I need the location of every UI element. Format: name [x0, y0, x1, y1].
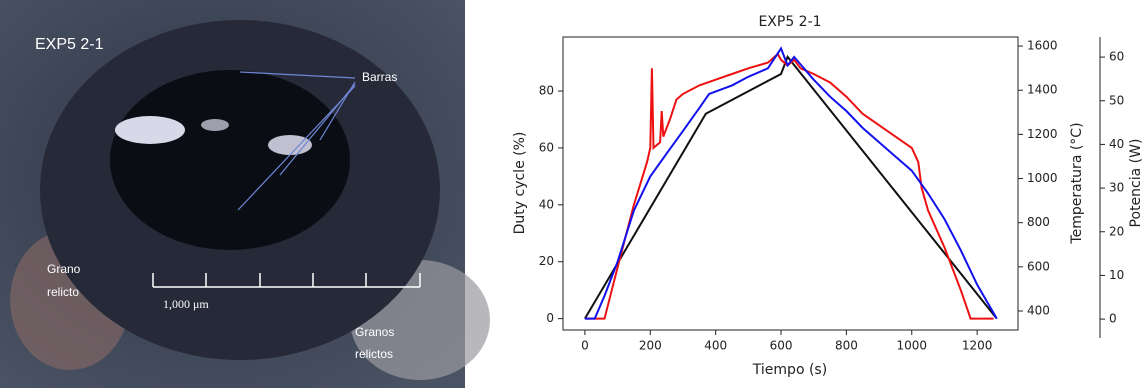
highlight	[201, 119, 229, 131]
y-tick-label: 40	[1109, 137, 1124, 151]
y-tick-label: 60	[1109, 50, 1124, 64]
y-tick-label: 400	[1027, 304, 1050, 318]
y-tick-label: 20	[539, 254, 554, 268]
x-tick-label: 400	[704, 339, 727, 353]
y-tick-label: 40	[539, 197, 554, 211]
chart-title: EXP5 2-1	[758, 14, 821, 30]
y3-axis-label: Potencia (W)	[1128, 139, 1144, 228]
grains-label: Granos	[355, 325, 394, 339]
y-tick-label: 0	[546, 311, 554, 325]
y-tick-label: 0	[1109, 312, 1117, 326]
data-line	[584, 54, 998, 320]
scale-bar	[152, 273, 421, 288]
grain-label: Grano	[47, 262, 81, 276]
x-tick-label: 0	[581, 339, 589, 353]
highlight	[115, 116, 185, 144]
y-tick-label: 1000	[1027, 171, 1058, 185]
y-tick-label: 60	[539, 140, 554, 154]
photo-label: EXP5 2-1	[35, 36, 104, 53]
y-axis-label: Duty cycle (%)	[512, 132, 528, 235]
x-tick-label: 600	[770, 339, 793, 353]
x-tick-label: 1200	[962, 339, 993, 353]
y-tick-label: 800	[1027, 215, 1050, 229]
y-tick-label: 1200	[1027, 127, 1058, 141]
arrows	[237, 71, 356, 211]
grain-label: relicto	[47, 285, 79, 299]
y-tick-label: 80	[539, 84, 554, 98]
y-tick-label: 1400	[1027, 83, 1058, 97]
bars-label: Barras	[362, 70, 397, 84]
data-line	[584, 46, 998, 320]
data-line	[584, 52, 994, 320]
photo: EXP5 2-1 Barras Grano relicto Granos rel…	[0, 0, 490, 388]
y-tick-label: 1600	[1027, 39, 1058, 53]
x-tick-label: 800	[835, 339, 858, 353]
y-tick-label: 600	[1027, 259, 1050, 273]
y2-axis-label: Temperatura (°C)	[1069, 122, 1085, 244]
grains-label: relictos	[355, 347, 393, 361]
y-tick-label: 20	[1109, 224, 1124, 238]
x-tick-label: 200	[639, 339, 662, 353]
scale-label: 1,000 μm	[163, 297, 209, 311]
melt	[110, 70, 350, 250]
x-tick-label: 1000	[896, 339, 927, 353]
y-tick-label: 10	[1109, 268, 1124, 282]
plot-frame	[562, 36, 1019, 331]
y-tick-label: 30	[1109, 181, 1124, 195]
y-tick-label: 50	[1109, 93, 1124, 107]
x-axis-label: Tiempo (s)	[752, 362, 827, 378]
